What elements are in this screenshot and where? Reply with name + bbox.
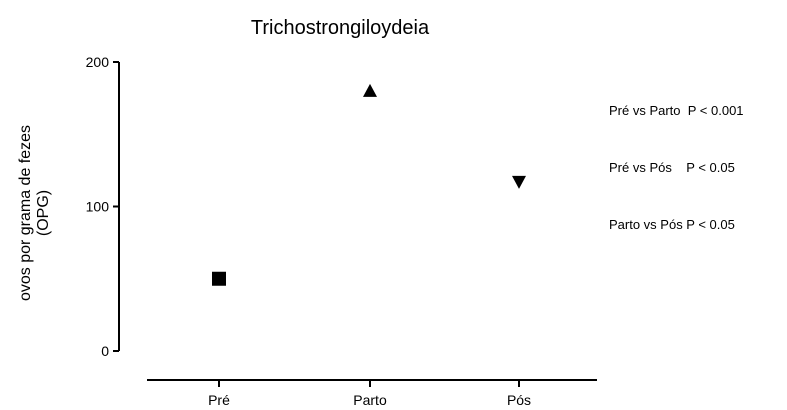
y-axis-label-line-1: ovos por grama de fezes [17, 125, 34, 301]
annotation-pre-vs-pos: Pré vs Pós P < 0.05 [609, 160, 735, 175]
annotation-pre-vs-parto: Pré vs Parto P < 0.001 [609, 103, 744, 118]
y-tick-label-200: 200 [86, 54, 110, 70]
data-point-parto [363, 83, 377, 97]
x-ticks: Pré Parto Pós [208, 380, 531, 408]
y-ticks: 0 100 200 [86, 54, 119, 359]
statistics-annotations: Pré vs Parto P < 0.001 Pré vs Pós P < 0.… [609, 63, 744, 253]
x-tick-label-2: Pós [507, 392, 531, 408]
data-point-pós [512, 175, 526, 189]
y-tick-label-0: 0 [101, 343, 109, 359]
y-axis-label-line-2: (OPG) [35, 190, 52, 236]
y-tick-label-100: 100 [86, 199, 110, 215]
chart-title: Trichostrongiloydeia [251, 17, 430, 39]
data-point-pré [212, 271, 226, 286]
x-tick-label-1: Parto [353, 392, 387, 408]
x-tick-label-0: Pré [208, 392, 230, 408]
data-points [212, 83, 526, 286]
y-axis-label: ovos por grama de fezes (OPG) [17, 125, 52, 301]
annotation-parto-vs-pos: Parto vs Pós P < 0.05 [609, 217, 735, 232]
